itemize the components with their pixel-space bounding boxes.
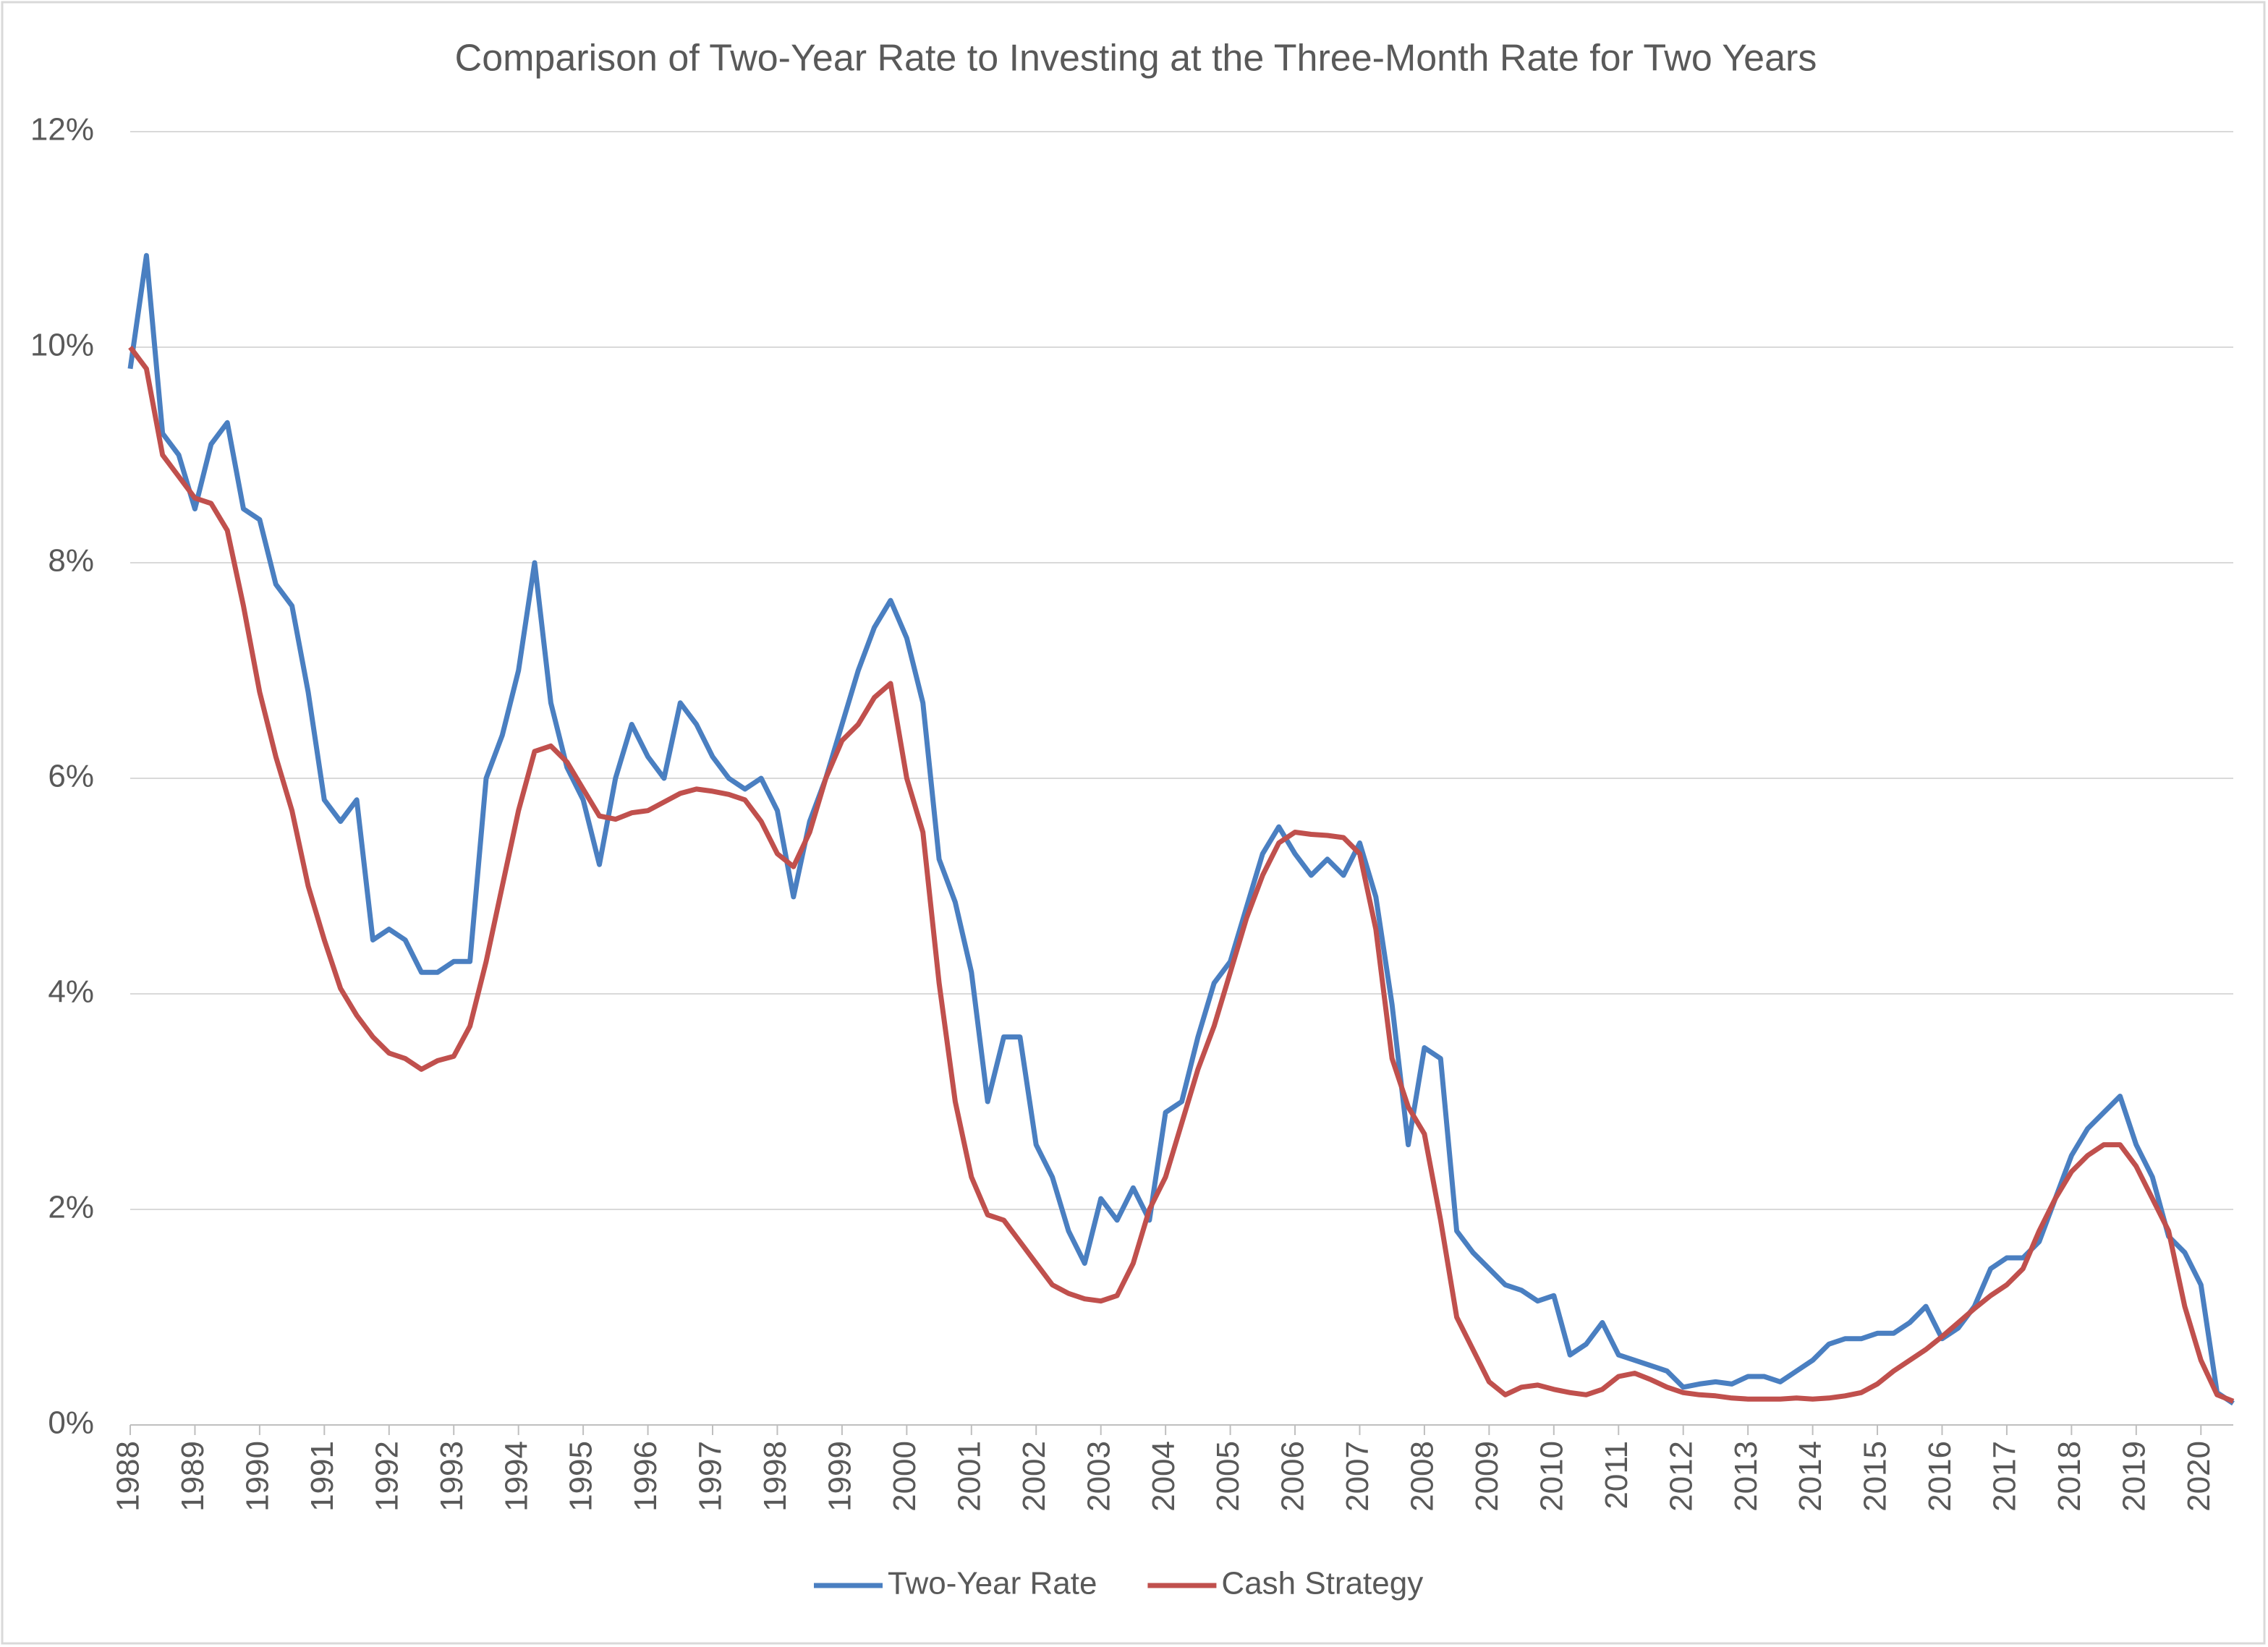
legend: Two-Year Rate Cash Strategy — [814, 1566, 1423, 1601]
x-tick-label: 1999 — [823, 1441, 858, 1512]
x-tick-label: 1991 — [305, 1441, 340, 1512]
chart-title: Comparison of Two-Year Rate to Investing… — [455, 38, 1817, 80]
y-tick-label: 2% — [48, 1190, 94, 1225]
x-tick-label: 2004 — [1146, 1441, 1181, 1512]
x-tick-label: 1994 — [498, 1441, 534, 1512]
x-tick-label: 2015 — [1858, 1441, 1893, 1512]
x-tick-label: 2002 — [1016, 1441, 1052, 1512]
legend-label: Two-Year Rate — [888, 1566, 1097, 1601]
y-tick-label: 0% — [48, 1405, 94, 1441]
x-tick-label: 1997 — [693, 1441, 729, 1512]
series-line — [127, 252, 2235, 1406]
x-tick-label: 2020 — [2181, 1441, 2217, 1512]
x-tick-label: 2000 — [887, 1441, 922, 1512]
x-tick-label: 2010 — [1534, 1441, 1569, 1512]
x-tick-label: 2005 — [1210, 1441, 1246, 1512]
x-tick-label: 1993 — [434, 1441, 470, 1512]
x-tick-label: 1992 — [369, 1441, 404, 1512]
x-tick-label: 2013 — [1728, 1441, 1764, 1512]
x-tick-label: 2003 — [1081, 1441, 1116, 1512]
x-tick-label: 2018 — [2052, 1441, 2087, 1512]
x-tick-label: 1995 — [564, 1441, 599, 1512]
x-tick-label: 1998 — [757, 1441, 793, 1512]
x-tick-label: 2019 — [2116, 1441, 2152, 1512]
x-tick-label: 2006 — [1275, 1441, 1311, 1512]
x-tick-label: 1989 — [175, 1441, 211, 1512]
y-tick-label: 12% — [30, 112, 94, 148]
x-tick-label: 2016 — [1922, 1441, 1958, 1512]
x-tick-label: 2009 — [1469, 1441, 1505, 1512]
x-tick-label: 2017 — [1987, 1441, 2023, 1512]
x-tick-label: 2007 — [1340, 1441, 1375, 1512]
y-tick-label: 4% — [48, 974, 94, 1010]
x-tick-label: 2008 — [1405, 1441, 1440, 1512]
x-tick-label: 2012 — [1663, 1441, 1699, 1512]
x-tick-label: 2001 — [951, 1441, 987, 1512]
x-tick-label: 2011 — [1599, 1441, 1634, 1510]
y-tick-label: 8% — [48, 543, 94, 579]
y-tick-label: 10% — [30, 328, 94, 363]
series-line — [128, 345, 2235, 1404]
legend-label: Cash Strategy — [1221, 1566, 1423, 1601]
x-tick-label: 1990 — [240, 1441, 276, 1512]
x-tick-label: 1996 — [628, 1441, 663, 1512]
x-tick-label: 2014 — [1793, 1441, 1828, 1512]
x-tick-label: 1988 — [111, 1441, 146, 1512]
y-tick-label: 6% — [48, 759, 94, 794]
